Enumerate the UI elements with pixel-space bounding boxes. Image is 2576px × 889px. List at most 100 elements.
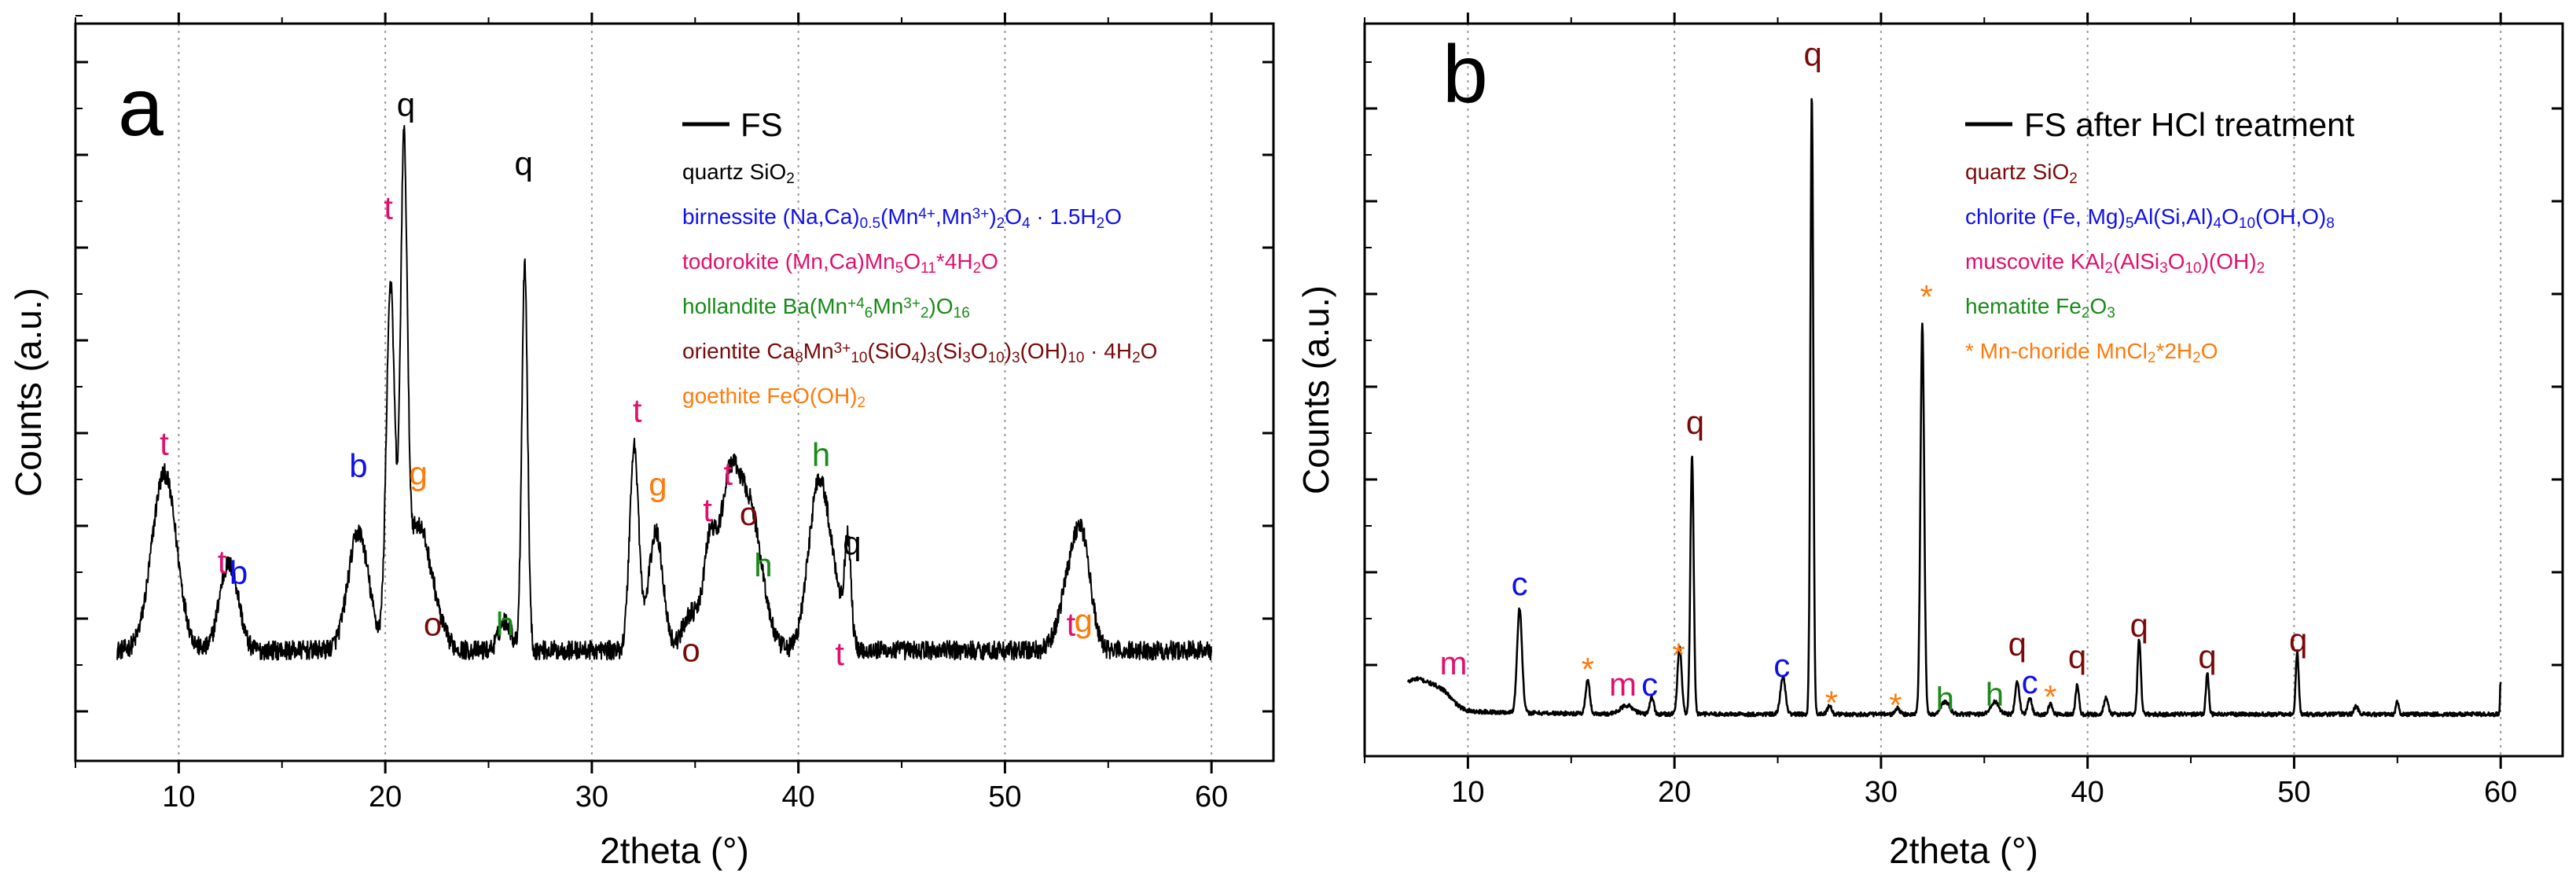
legend-entry-text: 2 bbox=[2104, 260, 2113, 277]
legend-entry-text: · 1.5H bbox=[1031, 204, 1097, 229]
peak-label: h bbox=[812, 436, 830, 473]
legend-entry-text: 10 bbox=[988, 350, 1005, 366]
peak-label: * bbox=[1672, 636, 1685, 673]
legend-entry-text: 2 bbox=[997, 215, 1005, 232]
peak-label: t bbox=[160, 425, 169, 462]
legend-entry: birnessite (Na,Ca)0.5(Mn4+,Mn3+)2O4 · 1.… bbox=[682, 204, 1122, 232]
peak-label: h bbox=[1986, 676, 2004, 713]
legend-entry-text: 10 bbox=[1068, 350, 1084, 366]
legend-entry-text: muscovite KAl bbox=[1965, 249, 2104, 274]
legend-entry-text: 3 bbox=[962, 350, 971, 366]
peak-label: * bbox=[1582, 651, 1594, 688]
legend-entry-text: 5 bbox=[895, 260, 904, 277]
legend-entry-text: 4+ bbox=[918, 206, 935, 222]
x-tick-label: 40 bbox=[782, 781, 815, 814]
legend-entry: hollandite Ba(Mn+46Mn3+2)O16 bbox=[682, 294, 970, 321]
peak-label: t bbox=[703, 491, 712, 528]
legend-entry: goethite FeO(OH)2 bbox=[682, 384, 865, 411]
x-tick-label: 20 bbox=[369, 781, 402, 814]
legend-entry-text: 5 bbox=[2126, 215, 2134, 232]
legend-entry-text: 2 bbox=[1132, 350, 1141, 366]
peak-label: g bbox=[1075, 602, 1093, 639]
data-series-line bbox=[1406, 97, 2502, 718]
peak-label: m bbox=[1439, 645, 1467, 681]
peak-label: o bbox=[682, 631, 700, 668]
legend-entry: quartz SiO2 bbox=[1965, 160, 2078, 187]
legend-entry-text: 2 bbox=[973, 260, 982, 277]
peak-label: h bbox=[496, 606, 514, 643]
legend-entry-text: O bbox=[903, 249, 921, 274]
legend-entry-text: O bbox=[1104, 204, 1122, 229]
peak-label: o bbox=[740, 495, 758, 532]
peak-label: q bbox=[2008, 626, 2027, 663]
x-tick-label: 50 bbox=[988, 781, 1021, 814]
peak-label: q bbox=[2068, 638, 2086, 675]
panel-label: a bbox=[118, 62, 164, 153]
peak-label: m bbox=[1609, 666, 1637, 703]
legend-entry-text: todorokite (Mn,Ca)Mn bbox=[682, 249, 895, 274]
legend-entry: muscovite KAl2(AlSi3O10)(OH)2 bbox=[1965, 249, 2265, 277]
legend-entry-text: 2 bbox=[2082, 305, 2090, 321]
legend-entry-text: 3+ bbox=[972, 206, 990, 222]
legend-entry-text: O bbox=[1005, 204, 1022, 229]
legend-series-name: FS bbox=[740, 106, 783, 143]
legend-entry-text: 2 bbox=[2148, 350, 2156, 366]
plot-frame bbox=[74, 22, 1275, 762]
x-axis-title: 2theta (°) bbox=[600, 830, 749, 871]
legend-series-name: FS after HCl treatment bbox=[2024, 106, 2354, 143]
peak-label: t bbox=[218, 543, 227, 580]
peak-label: t bbox=[723, 454, 733, 491]
peak-label: c bbox=[2022, 663, 2038, 700]
legend-entry-text: O bbox=[2168, 249, 2185, 274]
legend-entry-text: 3+ bbox=[903, 296, 921, 312]
peak-label: o bbox=[424, 606, 442, 643]
legend-entry-text: ) bbox=[920, 339, 927, 363]
legend-entry-text: quartz SiO bbox=[1965, 160, 2069, 184]
peak-label: h bbox=[754, 547, 772, 584]
legend-entry: hematite Fe2O3 bbox=[1965, 294, 2115, 321]
legend-entry-text: chlorite (Fe, Mg) bbox=[1965, 204, 2126, 229]
legend-entry-text: (OH,O) bbox=[2255, 204, 2326, 229]
legend-entry-text: O bbox=[981, 249, 998, 274]
legend-entry-text: 3 bbox=[2107, 305, 2115, 321]
legend-entry-text: *4H bbox=[936, 249, 973, 274]
legend-entry-text: 8 bbox=[795, 350, 803, 366]
legend-entry-text: * Mn-choride MnCl bbox=[1965, 339, 2148, 363]
peak-label: c bbox=[1641, 666, 1658, 703]
peak-label: q bbox=[843, 524, 861, 561]
peak-label: g bbox=[649, 465, 667, 502]
legend-entry-text: 10 bbox=[2185, 260, 2201, 277]
legend-entry-text: hollandite Ba(Mn bbox=[682, 294, 847, 318]
x-tick-label: 10 bbox=[162, 781, 195, 814]
legend-entry-text: 10 bbox=[2239, 215, 2255, 232]
legend-entry-text: 3 bbox=[1012, 350, 1020, 366]
legend-entry-text: Mn bbox=[803, 339, 834, 363]
legend-entry-text: Al(Si,Al) bbox=[2133, 204, 2213, 229]
legend-entry-text: 2 bbox=[2069, 171, 2078, 187]
peak-label: t bbox=[1067, 606, 1076, 643]
legend-entry-text: orientite Ca bbox=[682, 339, 796, 363]
peak-label: h bbox=[1936, 680, 1954, 717]
legend-entry-text: 11 bbox=[921, 260, 936, 277]
peak-label: c bbox=[1773, 647, 1790, 684]
legend-entry-text: goethite FeO(OH) bbox=[682, 384, 858, 408]
legend-entry: quartz SiO2 bbox=[682, 160, 795, 187]
peak-label: b bbox=[349, 447, 367, 484]
peak-label: t bbox=[384, 189, 393, 226]
legend-entry-text: 2 bbox=[2192, 350, 2201, 366]
legend-entry-text: O bbox=[971, 339, 988, 363]
x-tick-label: 60 bbox=[1195, 781, 1228, 814]
peak-label: q bbox=[2289, 622, 2307, 659]
legend-entry-text: 3 bbox=[2159, 260, 2168, 277]
peak-label: q bbox=[1804, 35, 1822, 72]
x-axis-title: 2theta (°) bbox=[1889, 830, 2038, 871]
legend-entry-text: 4 bbox=[1022, 215, 1031, 232]
legend-entry-text: )O bbox=[929, 294, 954, 318]
legend-entry: * Mn-choride MnCl2*2H2O bbox=[1965, 339, 2218, 366]
legend-entry-text: O bbox=[2089, 294, 2107, 318]
plot-frame bbox=[1363, 22, 2564, 758]
x-tick-label: 30 bbox=[1865, 776, 1898, 809]
legend-entry-text: +4 bbox=[847, 296, 865, 312]
